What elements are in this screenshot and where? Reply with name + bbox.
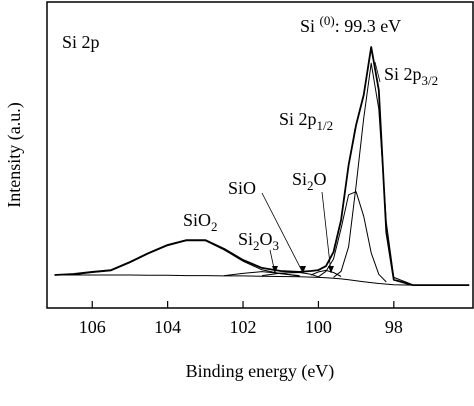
leader-line bbox=[374, 61, 381, 83]
annotation-part: 2 bbox=[307, 178, 314, 193]
leader-line bbox=[349, 127, 356, 159]
annotation-part: 1/2 bbox=[317, 118, 334, 133]
annotation: SiO bbox=[228, 178, 256, 198]
annotation-part: Si 2p bbox=[62, 32, 100, 52]
leader-line bbox=[321, 191, 332, 274]
annotation: Si2O3 bbox=[238, 229, 279, 253]
series-line bbox=[224, 271, 300, 277]
arrow-head bbox=[300, 266, 306, 273]
annotation-part: Si bbox=[238, 229, 253, 249]
x-tick-label: 106 bbox=[79, 317, 106, 337]
plot-frame bbox=[46, 1, 474, 309]
annotation-part: : 99.3 eV bbox=[335, 16, 402, 36]
annotation-part: Si bbox=[292, 169, 307, 189]
x-tick-label: 102 bbox=[230, 317, 257, 337]
annotation: Si (0): 99.3 eV bbox=[300, 13, 401, 36]
annotation-part: Si 2p bbox=[384, 64, 422, 84]
annotation-part: 2 bbox=[211, 219, 218, 234]
series-line bbox=[54, 274, 470, 286]
annotation-part: O bbox=[314, 169, 327, 189]
series-line bbox=[261, 272, 319, 278]
series-line bbox=[54, 46, 470, 286]
annotation-part: (0) bbox=[320, 13, 335, 28]
annotation: SiO2 bbox=[183, 210, 218, 234]
annotation-part: SiO bbox=[228, 178, 256, 198]
annotation-part: O bbox=[260, 229, 273, 249]
x-tick-label: 104 bbox=[154, 317, 181, 337]
arrow-head bbox=[328, 266, 334, 273]
leader-line bbox=[261, 192, 304, 274]
annotation: Si2O bbox=[292, 169, 327, 193]
annotation-part: 3 bbox=[273, 238, 280, 253]
x-axis-label: Binding energy (eV) bbox=[186, 361, 335, 382]
annotation-part: SiO bbox=[183, 210, 211, 230]
annotation: Si 2p1/2 bbox=[279, 109, 333, 133]
series-line bbox=[333, 62, 413, 286]
x-tick-label: 100 bbox=[305, 317, 332, 337]
annotation-part: Si 2p bbox=[279, 109, 317, 129]
annotation-part: 3/2 bbox=[422, 73, 439, 88]
annotation: Si 2p bbox=[62, 32, 100, 52]
x-tick-label: 98 bbox=[385, 317, 403, 337]
arrow-head bbox=[272, 266, 278, 273]
annotation-part: Si bbox=[300, 16, 320, 36]
annotation-part: 2 bbox=[253, 238, 260, 253]
series-line bbox=[54, 240, 300, 277]
y-axis-label: Intensity (a.u.) bbox=[4, 102, 25, 207]
annotation: Si 2p3/2 bbox=[384, 64, 438, 88]
series-line bbox=[318, 191, 387, 283]
